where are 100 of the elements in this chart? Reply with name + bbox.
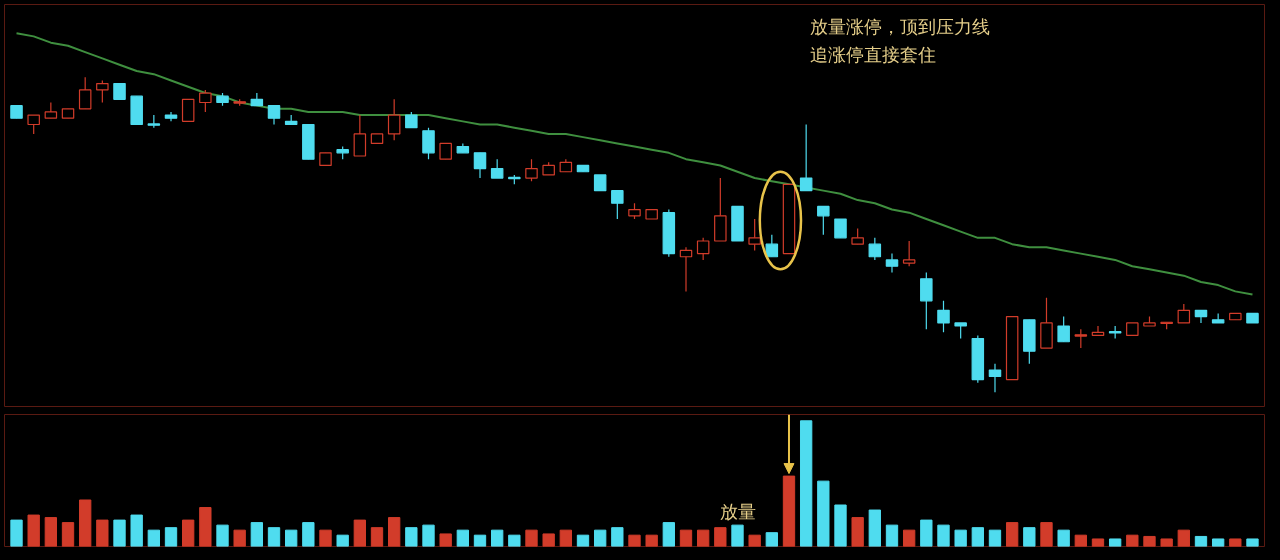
candlestick [1074, 328, 1088, 349]
candlestick [473, 152, 487, 179]
bar [302, 522, 315, 547]
candlestick [817, 205, 830, 236]
bar [834, 504, 847, 547]
bar [800, 420, 813, 547]
bar [147, 529, 161, 547]
bar [1023, 527, 1036, 547]
bar [491, 529, 504, 547]
bar [628, 534, 641, 547]
bar [1143, 535, 1156, 547]
bar [164, 527, 178, 547]
bar [233, 529, 246, 547]
bar [456, 529, 469, 547]
bar [216, 524, 229, 547]
bar [61, 522, 75, 547]
bar [1246, 538, 1259, 547]
bar [336, 534, 349, 547]
bar [1160, 538, 1173, 547]
candlestick [490, 158, 504, 179]
bar [594, 529, 607, 547]
candlestick [1091, 325, 1105, 337]
candlestick [902, 240, 916, 267]
bar [971, 527, 984, 547]
bar [731, 524, 744, 547]
text: 放量涨停，顶到压力线 [809, 15, 990, 37]
bar [1229, 538, 1242, 547]
bar [44, 517, 58, 547]
candlestick [920, 271, 933, 330]
bar [10, 519, 23, 547]
candlestick [422, 127, 435, 160]
bar [576, 534, 590, 547]
bar [1108, 538, 1122, 547]
candlestick [834, 218, 847, 239]
bar [1005, 522, 1019, 547]
candlestick [525, 158, 538, 182]
candlestick [679, 246, 693, 292]
bar [679, 529, 693, 547]
bar [250, 522, 264, 547]
bar [79, 499, 92, 547]
candlestick [181, 98, 195, 122]
bar [199, 507, 212, 547]
candlestick [267, 105, 281, 126]
candlestick [27, 114, 40, 135]
bar [405, 527, 418, 547]
bar [1074, 534, 1087, 547]
candlestick [868, 237, 882, 261]
bar [559, 529, 572, 547]
candlestick [1057, 315, 1070, 343]
candlestick [96, 79, 109, 104]
annotation: 放量 [720, 500, 757, 522]
bar [113, 519, 126, 547]
candlestick [611, 190, 624, 220]
bar [542, 533, 555, 547]
text: 追涨停直接套住 [809, 43, 936, 65]
candlestick [937, 300, 950, 333]
bar [851, 517, 864, 547]
bar [1177, 529, 1190, 547]
bar [748, 534, 761, 547]
candlestick [387, 98, 401, 141]
bar [1040, 522, 1053, 547]
bar [1211, 538, 1225, 547]
bar [662, 522, 675, 547]
bar [508, 534, 521, 547]
bar [439, 533, 452, 547]
candlestick [748, 218, 761, 252]
bar [285, 529, 298, 547]
bar [697, 529, 710, 547]
bar [920, 519, 933, 547]
bar [645, 534, 658, 547]
bar [267, 527, 281, 547]
bar [817, 480, 830, 547]
bar [885, 524, 899, 547]
bar [1126, 534, 1139, 547]
bar [525, 529, 538, 547]
bar [130, 514, 143, 547]
candlestick [199, 89, 212, 113]
bar [902, 529, 916, 547]
candlestick [799, 123, 813, 192]
bar [319, 529, 332, 547]
bar [988, 529, 1002, 547]
bar [765, 532, 778, 547]
bar [370, 527, 384, 547]
bar [937, 524, 950, 547]
bar [611, 527, 624, 547]
candlestick [78, 76, 92, 110]
bar [27, 514, 40, 547]
bar [182, 519, 195, 547]
bar [422, 524, 435, 547]
bar [954, 529, 967, 547]
bar [1194, 535, 1208, 547]
candlestick [885, 253, 899, 274]
candlestick [353, 114, 367, 157]
bar [388, 517, 401, 547]
candlestick [696, 237, 710, 261]
bar [714, 527, 727, 547]
bar [1057, 529, 1070, 547]
candlestick [988, 363, 1002, 393]
bar [868, 509, 881, 547]
bar [353, 519, 367, 547]
